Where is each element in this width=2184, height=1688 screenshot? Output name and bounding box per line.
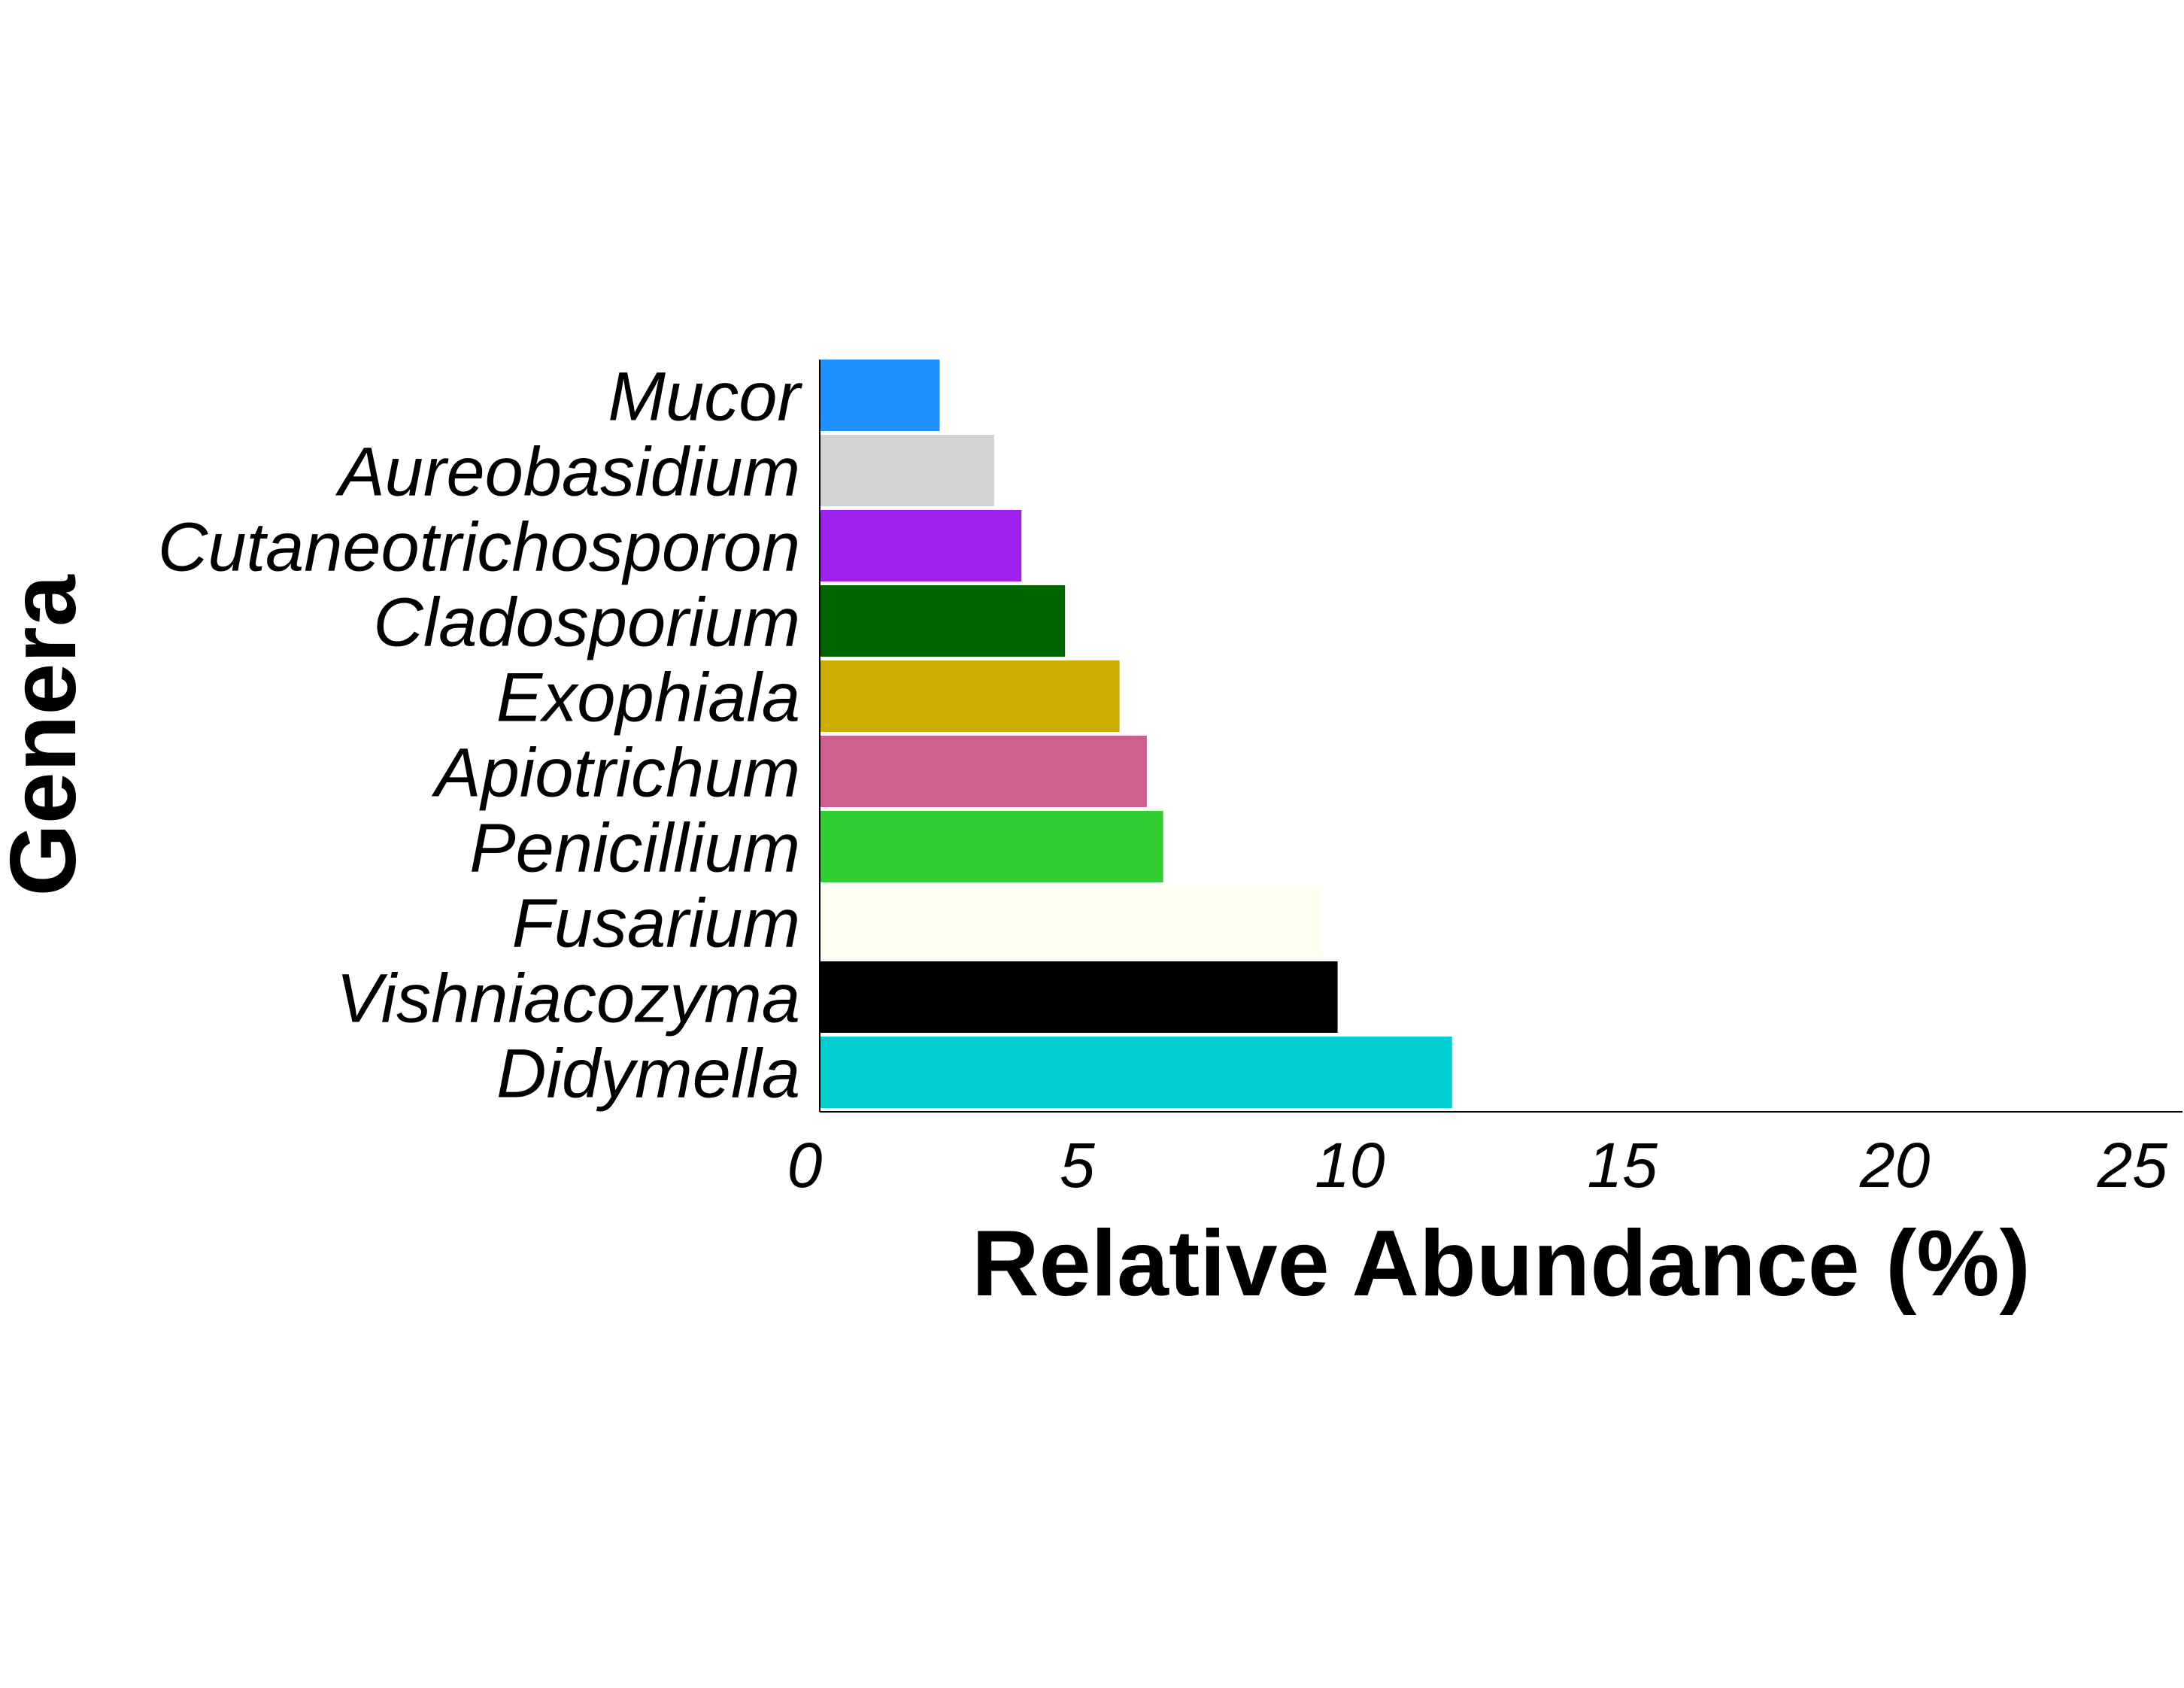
bar-didymella — [820, 1037, 1452, 1108]
category-label-mucor: Mucor — [608, 359, 802, 436]
y-axis-title: Genera — [0, 574, 96, 896]
bar-cutaneotrichosporon — [820, 510, 1022, 581]
category-label-cladosporium: Cladosporium — [373, 584, 800, 661]
x-tick-label-25: 25 — [2097, 1130, 2168, 1201]
category-label-cutaneotrichosporon: Cutaneotrichosporon — [158, 509, 800, 586]
category-label-aureobasidium: Aureobasidium — [335, 434, 800, 511]
category-label-penicillium: Penicillium — [469, 810, 800, 887]
x-axis-title: Relative Abundance (%) — [972, 1212, 2031, 1316]
category-labels: MucorAureobasidiumCutaneotrichosporonCla… — [158, 359, 802, 1113]
category-label-fusarium: Fusarium — [512, 885, 800, 962]
category-label-didymella: Didymella — [496, 1036, 800, 1113]
bar-vishniacozyma — [820, 961, 1338, 1033]
bar-mucor — [820, 360, 940, 431]
bar-penicillium — [820, 811, 1163, 882]
x-tick-label-5: 5 — [1060, 1130, 1095, 1201]
x-tick-label-0: 0 — [787, 1130, 823, 1201]
category-label-apiotrichum: Apiotrichum — [431, 735, 800, 812]
bar-fusarium — [820, 886, 1321, 958]
x-tick-label-10: 10 — [1315, 1130, 1385, 1201]
bar-exophiala — [820, 660, 1120, 732]
category-label-vishniacozyma: Vishniacozyma — [336, 961, 800, 1037]
x-tick-label-20: 20 — [1859, 1130, 1931, 1201]
bar-aureobasidium — [820, 435, 994, 506]
category-label-exophiala: Exophiala — [496, 660, 800, 736]
x-tick-label-15: 15 — [1587, 1130, 1658, 1201]
bar-apiotrichum — [820, 736, 1147, 807]
bar-cladosporium — [820, 585, 1066, 657]
x-ticks: 0 5 10 15 20 25 — [787, 1130, 2168, 1201]
bars-group — [820, 360, 1452, 1108]
